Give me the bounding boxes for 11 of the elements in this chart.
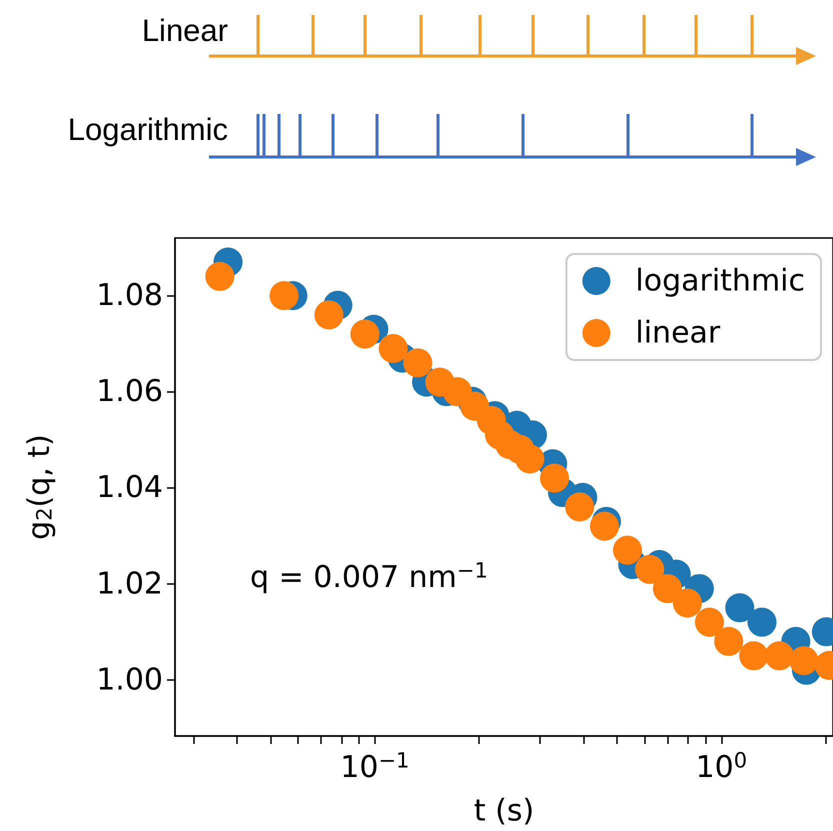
y-tick-label: 1.08	[96, 278, 163, 314]
text: Logarithmic	[68, 112, 228, 147]
y-tick-label: 1.00	[96, 662, 163, 698]
text: Linear	[142, 13, 228, 48]
legend-label: logarithmic	[635, 264, 806, 298]
y-tick-label: 1.02	[96, 566, 163, 602]
y-tick-label: 1.06	[96, 374, 163, 410]
x-axis-title: t (s)	[474, 794, 534, 828]
y-tick-label: 1.04	[96, 470, 163, 506]
legend-label: linear	[635, 316, 721, 350]
y-axis-title: g2(q, t)	[22, 434, 57, 540]
